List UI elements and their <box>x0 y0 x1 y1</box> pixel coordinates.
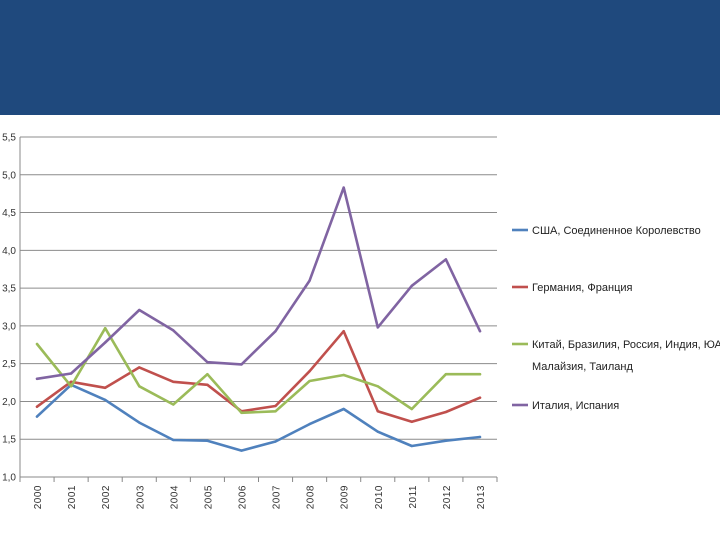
data-point <box>172 403 175 406</box>
data-point <box>69 380 73 383</box>
y-tick-label: 1,0 <box>2 473 16 484</box>
data-point <box>410 284 414 288</box>
data-point <box>240 411 243 414</box>
data-point <box>172 438 175 442</box>
y-tick-label: 5,0 <box>2 170 16 181</box>
y-tick-label: 2,0 <box>2 397 16 408</box>
data-point <box>274 410 277 413</box>
data-point <box>478 373 482 376</box>
x-tick-label: 2009 <box>340 485 351 509</box>
data-point <box>342 186 345 189</box>
data-point <box>240 449 243 452</box>
x-tick-label: 2002 <box>101 485 112 509</box>
y-tick-label: 5,5 <box>2 133 16 144</box>
chart-grid <box>19 136 498 482</box>
legend-label: Китай, Бразилия, Россия, Индия, ЮАР, Тур… <box>532 339 720 351</box>
data-point <box>342 373 345 377</box>
data-point <box>69 372 73 375</box>
y-tick-label: 4,0 <box>2 246 16 257</box>
data-point <box>376 385 379 388</box>
x-tick-label: 2010 <box>374 485 385 509</box>
data-point <box>444 410 448 414</box>
chart-area: 1,0 1,5 2,0 2,5 3,0 3,5 4,0 4,5 5,0 5,5 2000 2001 2… <box>0 115 720 540</box>
data-point <box>138 308 141 312</box>
data-point <box>172 329 175 332</box>
data-point <box>103 341 107 344</box>
data-point <box>172 380 175 383</box>
data-point <box>410 420 414 424</box>
y-axis-ticks: 1,0 1,5 2,0 2,5 3,0 3,5 4,0 4,5 5,0 5,5 <box>2 133 16 484</box>
data-point <box>35 377 39 380</box>
data-point <box>69 385 73 388</box>
data-point <box>308 279 311 282</box>
legend-label: Малайзия, Таиланд <box>532 361 633 373</box>
data-point <box>376 410 379 413</box>
series-lines <box>35 186 482 452</box>
legend-label: Германия, Франция <box>532 282 633 294</box>
x-tick-label: 2004 <box>169 485 180 509</box>
x-tick-label: 2008 <box>306 485 317 509</box>
data-point <box>138 366 141 369</box>
data-point <box>206 439 209 442</box>
data-point <box>410 444 414 448</box>
x-tick-label: 2005 <box>203 485 214 509</box>
x-tick-label: 2006 <box>237 485 248 509</box>
data-point <box>103 326 107 330</box>
y-tick-label: 2,5 <box>2 359 16 370</box>
data-point <box>206 360 209 364</box>
data-point <box>444 258 448 261</box>
data-point <box>103 398 107 402</box>
x-tick-label: 2012 <box>442 485 453 509</box>
data-point <box>240 363 243 366</box>
data-point <box>478 435 482 439</box>
data-point <box>444 439 448 442</box>
x-tick-label: 2013 <box>476 485 487 509</box>
series-line-1 <box>35 329 482 424</box>
legend-label: Италия, Испания <box>532 400 619 412</box>
data-point <box>342 329 345 333</box>
x-tick-label: 2001 <box>67 485 78 509</box>
y-tick-label: 1,5 <box>2 435 16 446</box>
data-point <box>308 379 311 383</box>
x-tick-label: 2003 <box>135 485 146 509</box>
data-point <box>376 326 379 329</box>
data-point <box>103 386 107 390</box>
data-point <box>444 373 448 376</box>
data-point <box>376 430 379 433</box>
y-tick-label: 3,0 <box>2 321 16 332</box>
data-point <box>206 383 209 387</box>
data-point <box>274 440 277 443</box>
data-point <box>35 342 39 346</box>
y-tick-label: 4,5 <box>2 208 16 219</box>
legend: США, Соединенное Королевство Германия, Фр… <box>512 225 720 412</box>
data-point <box>274 329 277 333</box>
series-line-3 <box>35 186 482 381</box>
data-point <box>478 329 482 333</box>
x-tick-label: 2011 <box>408 485 419 509</box>
header-band <box>0 0 720 115</box>
legend-label: США, Соединенное Королевство <box>532 225 701 237</box>
data-point <box>138 421 141 424</box>
data-point <box>274 404 277 408</box>
y-tick-label: 3,5 <box>2 284 16 295</box>
line-chart: 1,01,52,02,53,03,54,04,55,05,5 2000 2001 2… <box>2 133 720 510</box>
series-line-0 <box>35 383 482 452</box>
x-tick-label: 2007 <box>272 485 283 509</box>
x-tick-label: 2000 <box>33 485 44 509</box>
data-point <box>308 422 311 426</box>
data-point <box>478 396 482 399</box>
data-point <box>138 385 141 388</box>
data-point <box>342 407 345 411</box>
data-point <box>206 373 209 376</box>
data-point <box>308 370 311 373</box>
data-point <box>35 415 39 418</box>
data-point <box>35 405 39 408</box>
x-axis-ticks: 2000 2001 2002 2003 2004 2005 2006 2007 2008 2009… <box>33 485 487 509</box>
data-point <box>410 407 414 411</box>
